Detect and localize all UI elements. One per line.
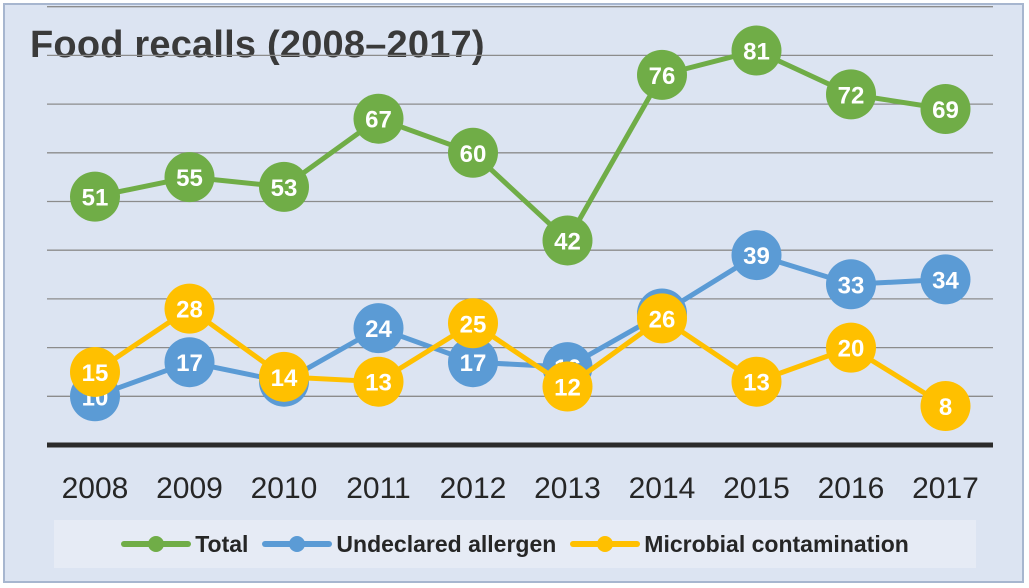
series-0: 51 55 53 67 60 42 76 81 72 69 [70, 25, 971, 266]
data-label: 20 [838, 336, 865, 363]
data-point [353, 356, 404, 407]
series-line [94, 252, 946, 399]
data-label: 39 [743, 243, 770, 270]
legend-item: Undeclared allergen [262, 531, 556, 558]
x-tick-label: 2011 [346, 472, 411, 505]
data-label: 24 [365, 316, 392, 343]
legend-swatch [262, 536, 333, 552]
legend-swatch [121, 536, 192, 552]
data-point [448, 298, 498, 349]
x-tick-label: 2017 [912, 472, 979, 505]
data-point [920, 381, 971, 432]
data-point [542, 361, 593, 412]
data-label: 67 [365, 107, 392, 134]
legend-label: Undeclared allergen [336, 530, 557, 557]
x-tick-label: 2013 [534, 472, 601, 505]
data-point [920, 83, 971, 134]
legend-label: Microbial contamination [644, 530, 909, 557]
data-point [637, 49, 687, 100]
data-label: 17 [176, 350, 203, 377]
data-point [731, 25, 782, 76]
x-tick-label: 2008 [62, 472, 129, 505]
data-point [448, 337, 498, 388]
x-tick-label: 2010 [251, 472, 318, 505]
data-label: 12 [554, 375, 581, 402]
series-2: 15 28 14 13 25 12 26 13 20 8 [70, 283, 971, 432]
data-point [542, 215, 593, 266]
data-label: 13 [743, 370, 770, 397]
data-point [826, 69, 876, 120]
data-label: 25 [460, 311, 487, 338]
legend-item: Total [121, 531, 248, 558]
data-point [164, 337, 215, 388]
series-line [94, 48, 946, 243]
x-tick-label: 2015 [723, 472, 790, 505]
data-label: 28 [176, 297, 203, 324]
x-tick-label: 2016 [818, 472, 885, 505]
data-point [448, 127, 498, 178]
legend-item: Microbial contamination [570, 531, 909, 558]
data-label: 8 [939, 394, 952, 421]
data-point [826, 322, 876, 373]
x-tick-label: 2012 [440, 472, 507, 505]
data-label: 69 [932, 97, 959, 124]
data-point [164, 152, 215, 203]
data-label: 33 [838, 272, 865, 299]
legend: Total Undeclared allergen Microbial contam… [54, 520, 976, 568]
data-label: 26 [649, 306, 676, 333]
data-label: 60 [460, 141, 487, 168]
data-label: 53 [271, 175, 298, 202]
data-point [259, 351, 309, 402]
data-point [826, 259, 876, 310]
legend-label: Total [195, 530, 249, 557]
data-point [637, 293, 687, 344]
data-label: 15 [82, 360, 109, 387]
data-label: 14 [271, 365, 298, 392]
data-label: 13 [365, 370, 392, 397]
x-tick-label: 2009 [156, 472, 223, 505]
data-label: 34 [932, 267, 959, 294]
chart-title: Food recalls (2008–2017) [30, 24, 485, 66]
data-point [920, 254, 971, 305]
data-point [353, 303, 404, 354]
data-label: 55 [176, 165, 203, 192]
data-point [70, 346, 120, 397]
data-point [259, 161, 309, 212]
data-point [70, 171, 120, 222]
data-label: 42 [554, 228, 581, 255]
data-label: 51 [82, 185, 109, 212]
data-label: 81 [743, 39, 770, 66]
x-tick-label: 2014 [629, 472, 696, 505]
data-point [353, 93, 404, 144]
data-label: 76 [649, 63, 676, 90]
legend-swatch [570, 536, 641, 552]
data-point [164, 283, 215, 334]
data-label: 72 [838, 82, 865, 109]
data-point [731, 356, 782, 407]
series-line [93, 306, 947, 409]
data-label: 17 [460, 350, 487, 377]
data-point [731, 230, 782, 281]
